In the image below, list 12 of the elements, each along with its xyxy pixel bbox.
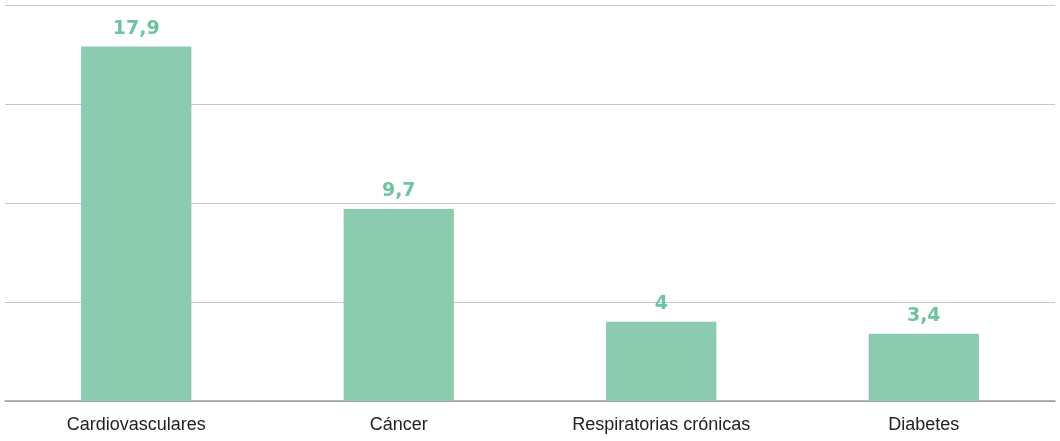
data-label: 9,7 [381, 178, 416, 201]
bar [606, 321, 717, 401]
bar [868, 333, 979, 401]
bar [343, 208, 454, 401]
data-label: 17,9 [112, 16, 160, 39]
x-tick-label: Cardiovasculares [66, 414, 206, 434]
data-label: 4 [654, 291, 668, 314]
data-label: 3,4 [906, 303, 941, 326]
x-tick-label: Respiratorias crónicas [572, 414, 751, 434]
x-tick-label: Cáncer [369, 414, 428, 434]
x-tick-label: Diabetes [888, 414, 960, 434]
bar [81, 46, 192, 401]
